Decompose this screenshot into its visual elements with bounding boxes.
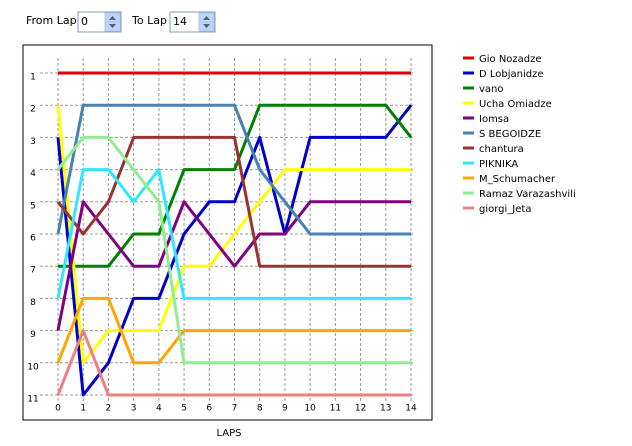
y-tick-label: 2 [30, 105, 36, 115]
from-label: From Lap [26, 14, 77, 27]
legend-label: Ucha Omiadze [479, 99, 552, 110]
y-tick-label: 1 [30, 73, 36, 83]
series-line [56, 168, 411, 300]
to-spinbox[interactable]: 14 [169, 11, 216, 33]
to-label: To Lap [131, 14, 167, 27]
x-tick-label: 1 [80, 404, 86, 414]
legend-label: PIKNIKA [479, 159, 518, 170]
from-value[interactable]: 0 [81, 15, 88, 28]
y-tick-label: 7 [30, 266, 36, 276]
legend-label: M_Schumacher [479, 174, 556, 185]
y-tick-label: 5 [30, 201, 36, 211]
x-axis-label: LAPS [216, 428, 241, 439]
x-tick-label: 5 [181, 404, 187, 414]
y-tick-label: 6 [30, 234, 36, 244]
legend-label: Iomsa [479, 114, 509, 125]
series-line [56, 105, 411, 365]
series-line [56, 104, 413, 397]
legend-label: giorgi_Jeta [479, 204, 531, 215]
x-tick-label: 12 [355, 404, 366, 414]
legend-label: vano [479, 84, 504, 95]
x-tick-label: 14 [405, 404, 417, 414]
y-tick-label: 10 [27, 362, 39, 372]
legend-label: chantura [479, 144, 524, 155]
x-tick-label: 13 [380, 404, 391, 414]
series-line [56, 135, 411, 365]
x-tick-label: 6 [206, 404, 212, 414]
x-tick-label: 9 [282, 404, 288, 414]
to-value[interactable]: 14 [173, 15, 187, 28]
y-tick-label: 9 [30, 330, 36, 340]
x-tick-label: 11 [330, 404, 341, 414]
y-tick-label: 4 [30, 169, 36, 179]
legend: Gio Nozadze D Lobjanidze vano Ucha Omiadze I… [463, 54, 576, 215]
series-line [56, 200, 411, 331]
series-line [56, 103, 411, 236]
from-spinbox[interactable]: 0 [77, 11, 122, 33]
y-tick-label: 11 [27, 395, 38, 405]
series-line [58, 103, 413, 268]
legend-label: Gio Nozadze [479, 54, 542, 65]
x-tick-label: 0 [55, 404, 61, 414]
x-tick-label: 3 [131, 404, 137, 414]
series-line [56, 296, 411, 365]
x-tick-label: 4 [156, 404, 162, 414]
y-tick-label: 3 [30, 137, 36, 147]
x-tick-label: 10 [304, 404, 316, 414]
series-line [56, 329, 411, 397]
y-tick-label: 8 [30, 298, 36, 308]
legend-label: D Lobjanidze [479, 69, 544, 80]
x-tick-label: 8 [257, 404, 263, 414]
x-tick-label: 2 [106, 404, 112, 414]
x-tick-label: 7 [232, 404, 238, 414]
legend-label: S BEGOIDZE [479, 129, 541, 140]
legend-label: Ramaz Varazashvili [479, 189, 576, 200]
